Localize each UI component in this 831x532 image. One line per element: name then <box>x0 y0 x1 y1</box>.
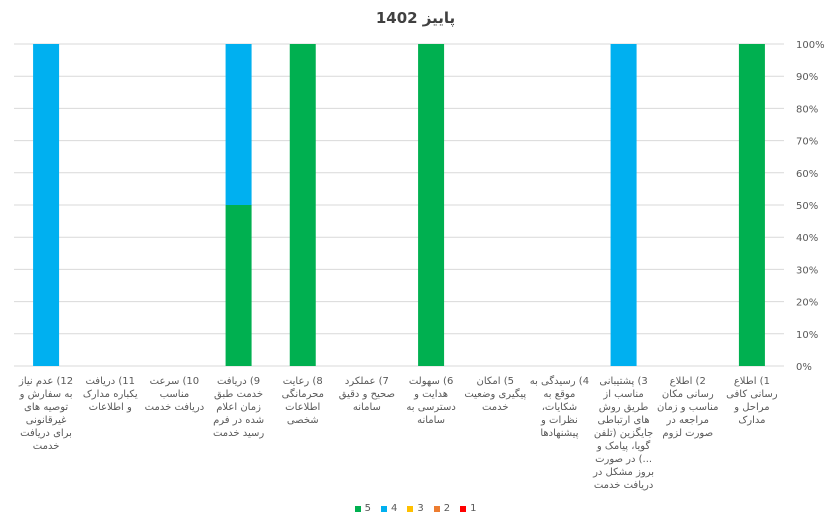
bar-series-5-cat-9 <box>225 205 252 366</box>
category-label: 6) سهولت هدایت و دسترسی به سامانه <box>406 376 456 426</box>
plot-area: 0% 10% 20% 30% 40% 50% 60% 70% 80% 90% 100% <box>14 40 825 373</box>
legend-label: 2 <box>443 503 451 514</box>
category-label: 9) دریافت خدمت طبق زمان اعلام شده در فرم… <box>212 376 265 439</box>
legend-label: 4 <box>390 503 398 514</box>
chart-title: پاییز 1402 <box>375 9 456 27</box>
y-tick-label: 50% <box>796 201 818 212</box>
y-tick-label: 80% <box>796 104 818 115</box>
category-label: 2) اطلاع رسانی مکان مناسب و زمان مراجعه … <box>657 376 719 439</box>
legend-label: 5 <box>364 503 371 514</box>
legend-item: 4 <box>380 503 398 514</box>
bar-series-4-cat-3 <box>610 44 637 366</box>
legend-swatch <box>460 505 467 512</box>
category-label: 5) امکان پیگیری وضعیت خدمت <box>464 376 527 413</box>
legend-item: 3 <box>407 503 424 514</box>
y-tick-label: 30% <box>796 265 818 276</box>
legend-swatch <box>433 505 440 512</box>
category-label: 11) دریافت یکباره مدارک و اطلاعات <box>82 376 138 413</box>
y-tick-label: 90% <box>796 72 818 83</box>
legend-item: 5 <box>354 503 371 514</box>
category-label: 10) سرعت مناسب دریافت خدمت <box>144 376 205 413</box>
category-label: 3) پشتیبانی مناسب از طریق روش های ارتباط… <box>593 376 655 491</box>
legend-item: 1 <box>460 503 476 514</box>
legend: 5 4 3 2 1 <box>0 503 831 514</box>
legend-swatch <box>380 505 387 512</box>
bar-series-5-cat-6 <box>418 44 445 366</box>
y-tick-label: 0% <box>796 362 812 373</box>
legend-label: 3 <box>417 503 424 514</box>
category-label: 1) اطلاع رسانی کافی مراحل و مدارک <box>726 376 778 426</box>
category-label: 4) رسیدگی به موقع به شکایات، نظرات و پیش… <box>529 376 590 439</box>
legend-swatch <box>354 505 361 512</box>
y-tick-label: 20% <box>796 298 818 309</box>
category-label: 8) رعایت محرمانگی اطلاعات شخصی <box>281 376 324 426</box>
bar-series-4-cat-12 <box>33 44 60 366</box>
bar-series-5-cat-8 <box>289 44 316 366</box>
y-tick-label: 100% <box>796 40 825 51</box>
bar-series-4-cat-9 <box>225 44 252 205</box>
y-tick-label: 70% <box>796 137 818 148</box>
category-label: 12) عدم نیاز به سفارش و توصیه های غیرقان… <box>19 376 74 452</box>
bar-series-5-cat-1 <box>738 44 765 366</box>
y-tick-label: 40% <box>796 233 818 244</box>
category-label: 7) عملکرد صحیح و دقیق سامانه <box>338 376 395 413</box>
y-tick-label: 60% <box>796 169 818 180</box>
legend-item: 2 <box>433 503 451 514</box>
y-tick-label: 10% <box>796 330 818 341</box>
legend-label: 1 <box>470 503 477 514</box>
legend-swatch <box>407 505 414 512</box>
